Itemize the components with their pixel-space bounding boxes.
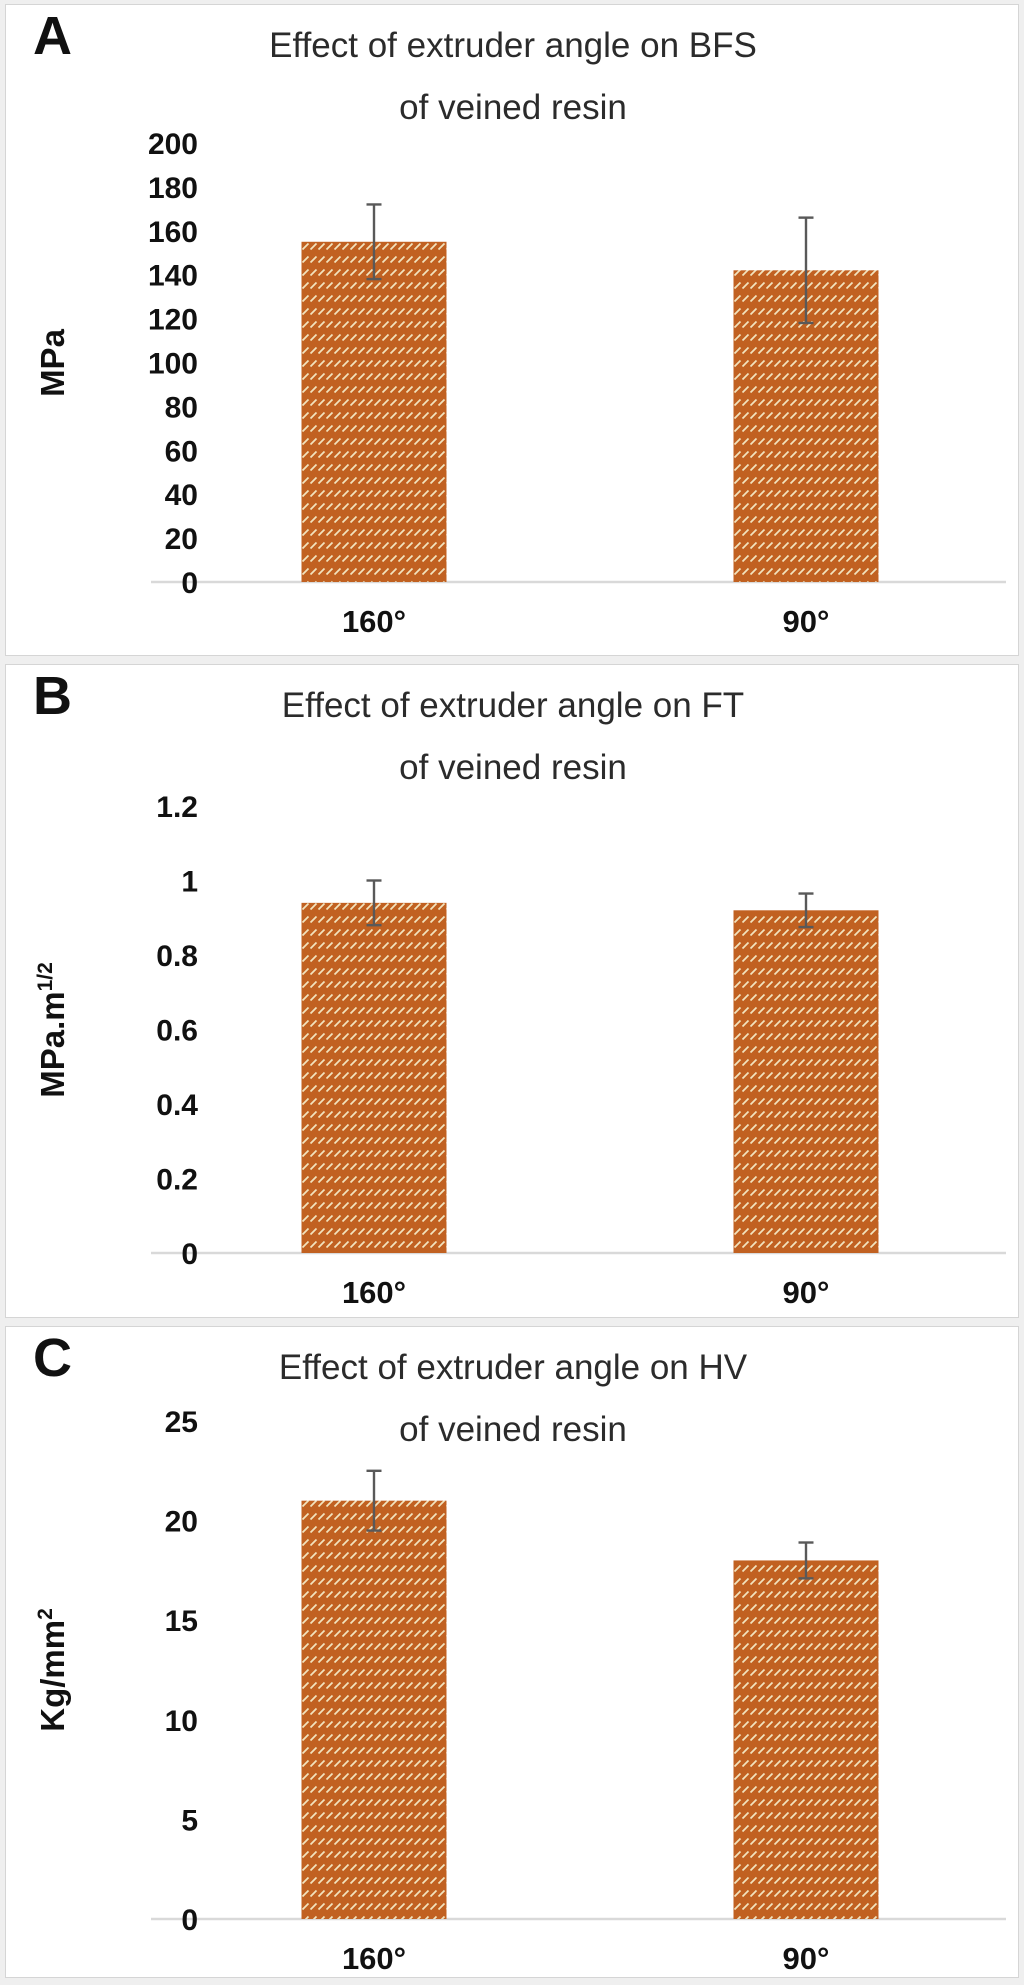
y-tick-label: 100 xyxy=(148,348,198,381)
y-tick-label: 5 xyxy=(181,1804,198,1837)
y-tick-label: 140 xyxy=(148,260,198,293)
chart-title-line1: Effect of extruder angle on HV xyxy=(278,1348,748,1387)
bar xyxy=(301,1500,447,1919)
chart-title-line2: of veined resin xyxy=(399,748,627,787)
y-tick-label: 0.4 xyxy=(156,1089,198,1122)
y-tick-label: 0 xyxy=(181,567,198,600)
y-tick-label: 1 xyxy=(181,866,198,899)
chart-title-line1: Effect of extruder angle on FT xyxy=(281,686,745,725)
y-tick-label: 15 xyxy=(165,1605,198,1638)
error-bar xyxy=(366,1469,382,1532)
x-category-label: 90° xyxy=(783,1941,830,1976)
error-bar xyxy=(366,203,382,281)
y-tick-label: 20 xyxy=(165,1506,198,1539)
chart-panel-b: B Effect of extruder angle on FT of vein… xyxy=(5,664,1019,1318)
three-panel-figure: A Effect of extruder angle on BFS of vei… xyxy=(5,4,1019,1978)
y-tick-label: 160 xyxy=(148,216,198,249)
chart-title-line1: Effect of extruder angle on BFS xyxy=(269,26,757,65)
chart-panel-a: A Effect of extruder angle on BFS of vei… xyxy=(5,4,1019,656)
y-tick-label: 10 xyxy=(165,1705,198,1738)
chart-title-line2: of veined resin xyxy=(399,88,627,127)
y-tick-label: 1.2 xyxy=(156,791,198,824)
y-tick-label: 0 xyxy=(181,1238,198,1271)
y-tick-label: 0.8 xyxy=(156,940,198,973)
x-category-label: 160° xyxy=(342,604,406,639)
x-category-label: 90° xyxy=(783,1275,830,1310)
x-category-label: 160° xyxy=(342,1275,406,1310)
y-tick-label: 180 xyxy=(148,172,198,205)
y-tick-label: 25 xyxy=(165,1406,198,1439)
bar xyxy=(733,1560,879,1919)
error-bar xyxy=(798,1541,814,1580)
x-category-label: 90° xyxy=(783,604,830,639)
y-tick-label: 120 xyxy=(148,304,198,337)
y-tick-label: 0.2 xyxy=(156,1164,198,1197)
error-bar xyxy=(798,892,814,929)
panel-label-c: C xyxy=(33,1328,72,1388)
y-tick-label: 0 xyxy=(181,1904,198,1937)
chart-title-b: Effect of extruder angle on FT of veined… xyxy=(163,675,863,799)
y-tick-label: 0.6 xyxy=(156,1015,198,1048)
y-tick-label: 80 xyxy=(165,391,198,424)
bar-chart-svg-b: 0 0.2 0.4 0.6 0.8 1 1.2 160° 90° xyxy=(151,791,1006,1310)
panel-label-a: A xyxy=(33,6,72,66)
error-bar xyxy=(366,879,382,927)
x-category-label: 160° xyxy=(342,1941,406,1976)
panel-label-b: B xyxy=(33,666,72,726)
chart-title-line2: of veined resin xyxy=(399,1410,627,1449)
bar-chart-svg-c: 0 5 10 15 20 25 160° 90° xyxy=(151,1406,1006,1976)
chart-panel-c: C Effect of extruder angle on HV of vein… xyxy=(5,1326,1019,1978)
bar xyxy=(301,902,447,1253)
y-tick-label: 40 xyxy=(165,479,198,512)
bar xyxy=(733,910,879,1253)
y-tick-label: 200 xyxy=(148,128,198,161)
bar-chart-svg-a: 0 20 40 60 80 100 120 140 160 180 200 160° 90° xyxy=(148,128,1006,639)
y-tick-label: 20 xyxy=(165,523,198,556)
y-tick-label: 60 xyxy=(165,435,198,468)
error-bar xyxy=(798,216,814,325)
chart-title-a: Effect of extruder angle on BFS of veine… xyxy=(163,15,863,139)
chart-title-c: Effect of extruder angle on HV of veined… xyxy=(163,1337,863,1461)
bar xyxy=(301,241,447,582)
